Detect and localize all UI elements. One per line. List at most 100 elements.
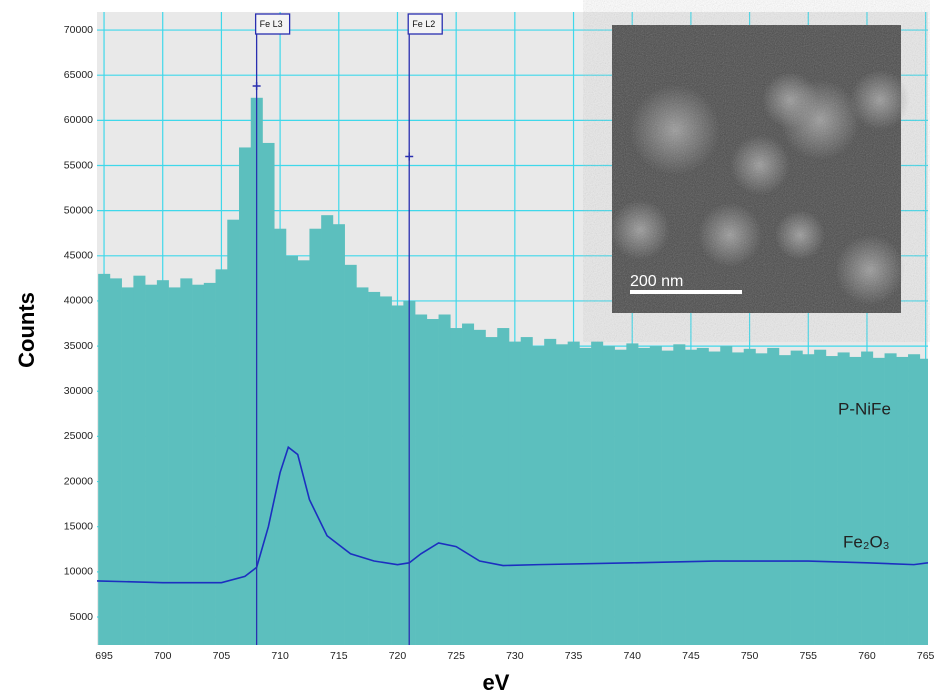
bar	[227, 219, 240, 645]
bar	[825, 356, 838, 645]
x-tick-label: 700	[154, 650, 172, 662]
bar	[321, 215, 334, 645]
bar	[145, 284, 158, 645]
bar	[520, 337, 533, 645]
bar	[790, 350, 803, 645]
x-tick-label: 765	[917, 650, 935, 662]
bar	[743, 348, 756, 645]
bar	[614, 349, 627, 645]
bar	[602, 346, 615, 645]
bar	[438, 314, 451, 645]
bar	[98, 273, 111, 645]
marker-label: Fe L3	[260, 19, 283, 29]
bar	[861, 351, 874, 645]
bar	[462, 323, 475, 645]
bar	[309, 228, 322, 645]
y-tick-label: 65000	[64, 69, 93, 81]
y-tick-label: 40000	[64, 295, 93, 307]
bar	[720, 346, 733, 645]
bar	[121, 287, 134, 645]
scale-label: 200 nm	[630, 273, 683, 290]
x-tick-label: 720	[389, 650, 407, 662]
bar	[685, 349, 698, 645]
x-tick-label: 735	[565, 650, 583, 662]
bar	[180, 278, 193, 645]
bar	[203, 282, 216, 645]
series-label: P-NiFe	[838, 399, 891, 418]
series-label: Fe₂O₃	[843, 532, 890, 551]
y-tick-label: 30000	[64, 385, 93, 397]
bar	[696, 347, 709, 645]
x-tick-label: 760	[858, 650, 876, 662]
y-tick-label: 20000	[64, 475, 93, 487]
bar	[297, 260, 310, 645]
bar	[755, 353, 768, 645]
x-tick-label: 730	[506, 650, 524, 662]
bar	[485, 337, 498, 645]
bar	[567, 341, 580, 645]
bar	[837, 352, 850, 645]
marker-point	[252, 82, 261, 91]
bar	[673, 344, 686, 645]
bar	[497, 328, 510, 645]
bar	[133, 275, 146, 645]
bar	[579, 347, 592, 645]
x-tick-label: 725	[447, 650, 465, 662]
y-tick-label: 10000	[64, 566, 93, 578]
bar	[919, 358, 928, 645]
bar	[778, 355, 791, 645]
y-tick-label: 60000	[64, 114, 93, 126]
bar	[626, 343, 639, 645]
bar	[344, 264, 357, 645]
x-tick-label: 750	[741, 650, 759, 662]
bar	[814, 349, 827, 645]
marker-box	[407, 13, 443, 35]
y-tick-label: 15000	[64, 520, 93, 532]
bar	[884, 353, 897, 645]
bar	[426, 319, 439, 645]
bar	[168, 287, 181, 645]
bar	[415, 314, 428, 645]
inset-image: 200 nm	[610, 25, 910, 313]
x-axis-title: eV	[483, 670, 510, 695]
bar	[156, 280, 169, 645]
x-tick-label: 745	[682, 650, 700, 662]
bar	[450, 328, 463, 645]
y-axis-title: Counts	[14, 292, 39, 368]
x-tick-label: 755	[800, 650, 818, 662]
y-tick-label: 50000	[64, 204, 93, 216]
bar	[544, 338, 557, 645]
bar	[767, 347, 780, 645]
x-tick-label: 705	[213, 650, 231, 662]
bar	[391, 305, 404, 645]
bar	[356, 287, 369, 645]
bar	[802, 354, 815, 645]
marker-point	[405, 152, 414, 161]
bar	[332, 224, 345, 645]
bar	[649, 346, 662, 645]
bar	[109, 278, 122, 645]
x-tick-label: 695	[95, 650, 113, 662]
bar	[708, 351, 721, 645]
bar	[896, 356, 909, 645]
bar	[262, 142, 275, 645]
x-tick-label: 715	[330, 650, 348, 662]
y-tick-label: 45000	[64, 250, 93, 262]
bar	[239, 147, 252, 645]
bar	[555, 344, 568, 645]
bar	[215, 269, 228, 645]
y-tick-label: 70000	[64, 24, 93, 36]
bar	[731, 352, 745, 645]
x-tick-label: 710	[271, 650, 289, 662]
bar	[849, 356, 862, 645]
y-tick-label: 5000	[70, 611, 94, 623]
y-tick-label: 55000	[64, 159, 93, 171]
bar	[379, 296, 392, 645]
line	[97, 445, 928, 584]
bar	[591, 341, 604, 645]
bar	[473, 329, 486, 645]
bar	[508, 341, 522, 645]
bar	[638, 347, 651, 645]
